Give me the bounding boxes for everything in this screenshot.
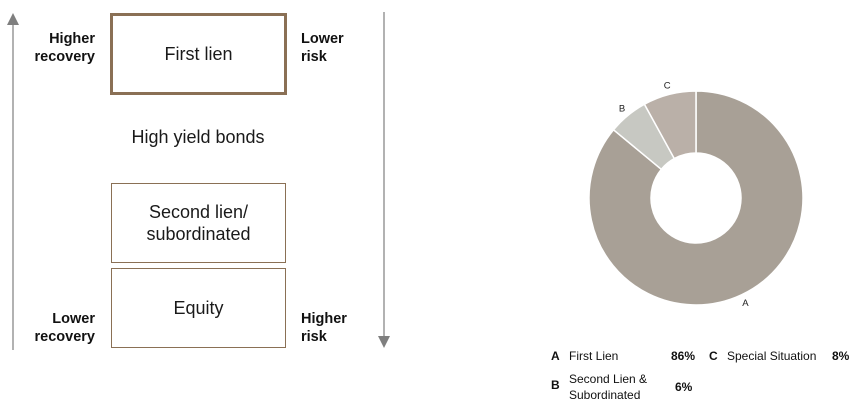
legend-c-name: Special Situation [727, 349, 817, 363]
donut-chart: A B C [588, 81, 804, 309]
higher-risk-label: Higher risk [301, 311, 347, 345]
lower-risk-label: Lower risk [301, 31, 344, 65]
chart-legend: A First Lien 86% C Special Situation 8% … [551, 348, 851, 408]
lower-recovery-label: Lower recovery [34, 311, 95, 345]
legend-b-key: B [551, 378, 560, 392]
legend-b-name: Second Lien & Subordinated [569, 372, 648, 402]
slice-label-a: A [742, 298, 749, 309]
legend-c-key: C [709, 349, 718, 363]
legend-c-value: 8% [832, 349, 850, 363]
equity-box: Equity [111, 268, 286, 348]
high-yield-bonds-label: High yield bonds [131, 127, 265, 147]
slice-label-c: C [664, 81, 671, 92]
slice-label-b: B [619, 104, 625, 115]
higher-recovery-label: Higher recovery [34, 31, 95, 65]
second-lien-box: Second lien/ subordinated [111, 183, 286, 263]
legend-a-value: 86% [671, 349, 696, 363]
slice-c [643, 90, 697, 160]
slice-a [588, 90, 804, 306]
legend-a-key: A [551, 349, 560, 363]
legend-b-value: 6% [675, 380, 693, 394]
legend-a-name: First Lien [569, 349, 619, 363]
down-arrow [378, 12, 390, 348]
up-arrow [7, 13, 19, 350]
first-lien-box: First lien [110, 13, 287, 95]
